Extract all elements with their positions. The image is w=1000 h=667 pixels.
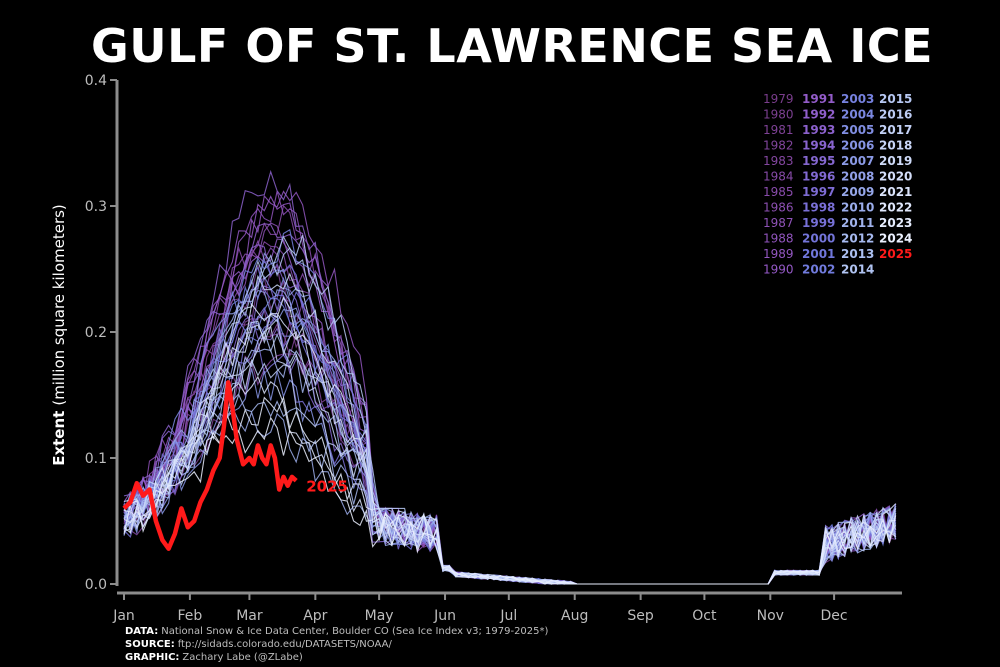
x-tick-label: Aug bbox=[561, 608, 588, 624]
legend-item-2017: 2017 bbox=[879, 123, 912, 137]
x-tick-label: Jun bbox=[433, 608, 456, 624]
legend-item-2004: 2004 bbox=[841, 108, 874, 122]
highlight-layer: 2025 bbox=[122, 380, 348, 551]
legend-item-1997: 1997 bbox=[802, 185, 835, 199]
legend-item-2008: 2008 bbox=[841, 170, 874, 184]
legend-item-2012: 2012 bbox=[841, 232, 874, 246]
legend-item-2001: 2001 bbox=[802, 247, 835, 261]
legend-item-2006: 2006 bbox=[841, 139, 874, 153]
legend-item-1992: 1992 bbox=[802, 108, 835, 122]
legend-item-1985: 1985 bbox=[763, 185, 794, 199]
y-ticks: 0.0 0.1 0.2 0.3 0.4 bbox=[85, 73, 117, 593]
legend-item-2016: 2016 bbox=[879, 108, 912, 122]
legend-item-2022: 2022 bbox=[879, 201, 912, 215]
legend-item-1983: 1983 bbox=[763, 154, 794, 168]
annotation-2025: 2025 bbox=[306, 478, 348, 496]
legend-item-1989: 1989 bbox=[763, 247, 794, 261]
x-tick-label: May bbox=[365, 608, 394, 624]
legend-item-2021: 2021 bbox=[879, 185, 912, 199]
y-tick-label: 0.4 bbox=[85, 73, 107, 89]
legend-item-1986: 1986 bbox=[763, 201, 794, 215]
legend-item-1994: 1994 bbox=[802, 139, 835, 153]
legend-item-2010: 2010 bbox=[841, 201, 874, 215]
legend-item-2018: 2018 bbox=[879, 139, 912, 153]
legend-item-1987: 1987 bbox=[763, 216, 794, 230]
legend-item-1998: 1998 bbox=[802, 201, 835, 215]
legend-item-1982: 1982 bbox=[763, 139, 794, 153]
legend-item-1981: 1981 bbox=[763, 123, 794, 137]
series-line-2024 bbox=[123, 416, 897, 585]
legend-item-2005: 2005 bbox=[841, 123, 874, 137]
legend-item-1995: 1995 bbox=[802, 154, 835, 168]
plot-area: 2025 bbox=[122, 169, 897, 585]
credit-graphic: GRAPHIC: Zachary Labe (@ZLabe) bbox=[125, 652, 303, 663]
chart-title: GULF OF ST. LAWRENCE SEA ICE bbox=[91, 19, 933, 73]
legend-item-2023: 2023 bbox=[879, 216, 912, 230]
legend-item-1991: 1991 bbox=[802, 92, 835, 106]
series-layer bbox=[123, 169, 897, 585]
x-tick-label: Dec bbox=[821, 608, 848, 624]
x-tick-label: Feb bbox=[178, 608, 203, 624]
legend-item-2020: 2020 bbox=[879, 170, 912, 184]
legend-item-1980: 1980 bbox=[763, 108, 794, 122]
legend-item-2019: 2019 bbox=[879, 154, 912, 168]
legend-item-1996: 1996 bbox=[802, 170, 835, 184]
y-tick-label: 0.0 bbox=[85, 577, 107, 593]
credit-data: DATA: National Snow & Ice Data Center, Bo… bbox=[125, 626, 549, 637]
legend-item-2024: 2024 bbox=[879, 232, 912, 246]
y-axis-label-rest: (million square kilometers) bbox=[50, 204, 68, 405]
legend-item-2011: 2011 bbox=[841, 216, 874, 230]
credits: DATA: National Snow & Ice Data Center, Bo… bbox=[125, 626, 549, 663]
legend-item-2025: 2025 bbox=[879, 247, 912, 261]
legend-item-2014: 2014 bbox=[841, 263, 874, 277]
legend-item-2007: 2007 bbox=[841, 154, 874, 168]
x-tick-label: Jul bbox=[499, 608, 517, 624]
legend-item-1990: 1990 bbox=[763, 263, 794, 277]
x-tick-label: Mar bbox=[236, 608, 263, 624]
y-tick-label: 0.2 bbox=[85, 325, 107, 341]
axes: 0.0 0.1 0.2 0.3 0.4 Jan Feb Mar Apr May Jun Jul Aug… bbox=[85, 73, 902, 624]
legend-item-1993: 1993 bbox=[802, 123, 835, 137]
x-tick-label: Nov bbox=[757, 608, 784, 624]
x-tick-label: Jan bbox=[112, 608, 135, 624]
y-tick-label: 0.1 bbox=[85, 451, 107, 467]
legend-item-2013: 2013 bbox=[841, 247, 874, 261]
x-ticks: Jan Feb Mar Apr May Jun Jul Aug Sep Oct Nov Dec bbox=[112, 593, 848, 624]
legend-item-1988: 1988 bbox=[763, 232, 794, 246]
x-tick-label: Sep bbox=[627, 608, 654, 624]
legend-item-2002: 2002 bbox=[802, 263, 835, 277]
y-axis-label-bold: Extent bbox=[50, 411, 68, 466]
credit-source: SOURCE: ftp://sidads.colorado.edu/DATASET… bbox=[125, 639, 392, 650]
x-tick-label: Apr bbox=[303, 608, 327, 624]
y-axis-label: Extent (million square kilometers) bbox=[50, 204, 68, 466]
legend-item-2015: 2015 bbox=[879, 92, 912, 106]
legend-item-1984: 1984 bbox=[763, 170, 794, 184]
series-line-2025 bbox=[122, 380, 298, 551]
legend-item-1979: 1979 bbox=[763, 92, 794, 106]
legend-item-2009: 2009 bbox=[841, 185, 874, 199]
legend-item-2003: 2003 bbox=[841, 92, 874, 106]
legend-item-1999: 1999 bbox=[802, 216, 835, 230]
x-tick-label: Oct bbox=[692, 608, 717, 624]
legend-item-2000: 2000 bbox=[802, 232, 835, 246]
y-tick-label: 0.3 bbox=[85, 199, 107, 215]
